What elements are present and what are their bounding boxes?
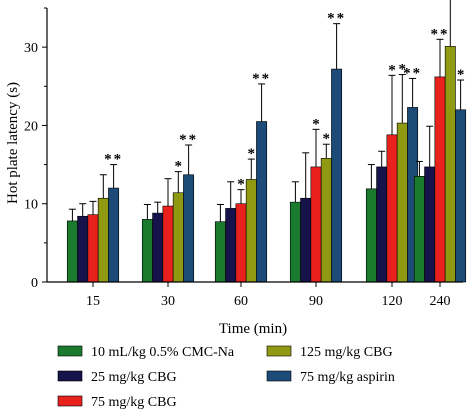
bar [87,214,99,283]
legend-label: 25 mg/kg CBG [91,370,177,385]
x-tick-label: 30 [161,294,175,309]
x-tick-label: 120 [382,294,403,309]
bar [455,109,467,283]
bar [396,122,408,283]
significance-mark: ** [104,152,123,168]
significance-mark: * [388,62,396,78]
bar [300,197,312,283]
legend-label: 75 mg/kg CBG [91,395,177,410]
significance-mark: * [323,131,331,147]
significance-mark: * [312,116,320,132]
legend-swatch [57,345,83,357]
bar [183,174,195,283]
bar [66,220,78,283]
significance-mark: ** [252,71,271,87]
x-tick-label: 240 [430,294,451,309]
legend-label: 125 mg/kg CBG [300,345,393,360]
x-tick-label: 15 [86,294,100,309]
legend-swatch [266,370,292,382]
legend-label: 10 mL/kg 0.5% CMC-Na [91,345,235,360]
significance-mark: * [399,62,407,78]
plot-area: ********************** [66,0,467,283]
significance-mark: ** [403,65,422,81]
y-tick-label: 10 [24,198,38,213]
bar [256,121,268,283]
significance-mark: * [175,159,183,175]
bar [289,201,301,283]
bar [172,192,184,283]
bar [424,166,436,283]
x-tick-label: 90 [309,294,323,309]
significance-mark: * [248,146,256,162]
legend-label: 75 mg/kg aspirin [300,370,395,385]
bar [386,134,398,283]
legend-swatch [57,395,83,407]
bar [320,158,332,283]
bar [376,166,388,283]
bar [235,203,247,283]
bar [331,68,343,283]
bar [77,215,89,283]
y-tick-label: 0 [31,276,38,291]
bar [310,166,322,283]
bar [97,197,109,283]
axes: 0 10 20 30 15 30 60 90 120 240 [24,7,463,309]
significance-mark: * [237,177,245,193]
bar [214,221,226,283]
significance-mark: ** [431,26,450,42]
bar [365,188,377,283]
bar [413,176,425,283]
y-tick-label: 30 [24,41,38,56]
significance-mark: * [457,67,465,83]
significance-mark: ** [179,132,198,148]
bar [141,219,153,283]
bar [152,212,164,283]
bar [162,205,174,283]
significance-mark: ** [327,11,346,27]
legend: 10 mL/kg 0.5% CMC-Na 25 mg/kg CBG 75 mg/kg… [57,345,395,410]
bar [225,208,237,283]
x-axis-label: Time (min) [219,321,287,337]
x-tick-label: 60 [234,294,248,309]
legend-swatch [57,370,83,382]
bar [434,76,446,283]
legend-swatch [266,345,292,357]
y-axis-label: Hot plate latency (s) [5,82,21,204]
bar [108,187,120,283]
bar [444,46,456,283]
bar [245,179,257,283]
y-tick-label: 20 [24,119,38,134]
